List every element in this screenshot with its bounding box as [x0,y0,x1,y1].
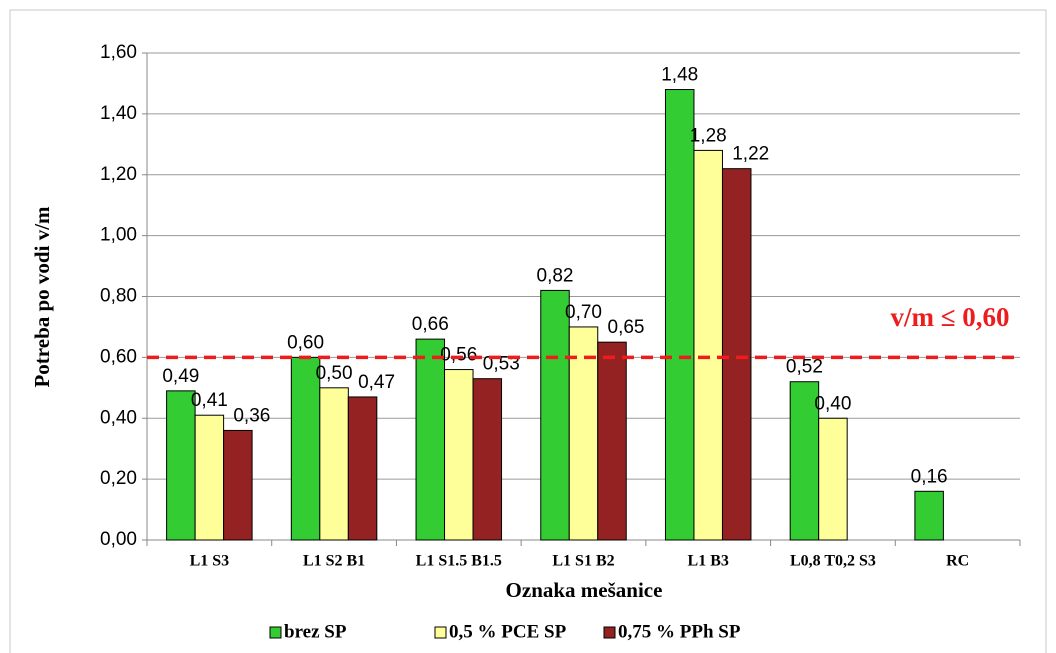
bar [721,168,752,541]
legend-swatch [434,626,447,639]
legend-swatch [269,626,282,639]
data-label: 0,50 [316,363,353,384]
x-tick-label: L1 S1 B2 [552,553,614,570]
x-tick-label: L1 S3 [190,553,230,570]
data-label: 0,60 [287,332,324,353]
bar [444,369,474,541]
bar [789,381,820,541]
bar [194,414,225,541]
bar [223,429,253,541]
y-tick-label: 0,00 [100,529,137,550]
y-tick-label: 1,60 [100,42,137,63]
data-label: 0,52 [786,357,823,378]
y-tick-label: 1,00 [100,225,137,246]
bar [568,326,599,541]
bar [319,387,349,541]
bar [347,396,378,541]
data-label: 0,47 [358,372,395,393]
data-label: 0,36 [233,405,270,426]
data-label: 0,70 [565,302,602,323]
bar [664,89,695,541]
x-tick-label: L1 S2 B1 [303,553,365,570]
legend-swatch [603,626,616,639]
bar [693,149,723,541]
y-tick-label: 0,20 [100,468,137,489]
bar [166,390,196,541]
data-label: 1,48 [661,65,698,86]
bar [415,338,446,541]
legend-label: 0,5 % PCE SP [449,621,567,642]
y-tick-label: 0,40 [100,407,137,428]
y-tick-label: 0,60 [100,346,137,367]
bar [472,378,503,541]
bar [290,356,321,541]
data-label: 0,41 [191,390,228,411]
x-axis-label: Oznaka mešanice [506,578,663,602]
x-tick-label: L1 B3 [688,553,729,570]
data-label: 0,16 [911,466,948,487]
legend-label: 0,75 % PPh SP [618,621,741,642]
y-tick-label: 0,80 [100,286,137,307]
chart-border [9,9,1047,653]
data-label: 1,22 [732,144,769,165]
bar [540,289,570,541]
data-label: 1,28 [690,125,727,146]
legend-label: brez SP [284,621,347,642]
bar [914,490,944,541]
data-label: 0,56 [440,345,477,366]
data-label: 0,49 [162,366,199,387]
bar [818,417,848,541]
bar [597,341,627,541]
x-tick-label: L1 S1.5 B1.5 [416,553,502,570]
x-tick-label: RC [946,553,969,570]
y-axis-label: Potreba po vodi v/m [30,206,54,388]
data-label: 0,82 [537,265,574,286]
x-tick-label: L0,8 T0,2 S3 [790,553,876,570]
y-tick-label: 1,40 [100,103,137,124]
data-label: 0,40 [814,393,851,414]
data-label: 0,66 [412,314,449,335]
data-label: 0,65 [608,317,645,338]
reference-label: v/m ≤ 0,60 [890,302,1009,332]
y-tick-label: 1,20 [100,164,137,185]
